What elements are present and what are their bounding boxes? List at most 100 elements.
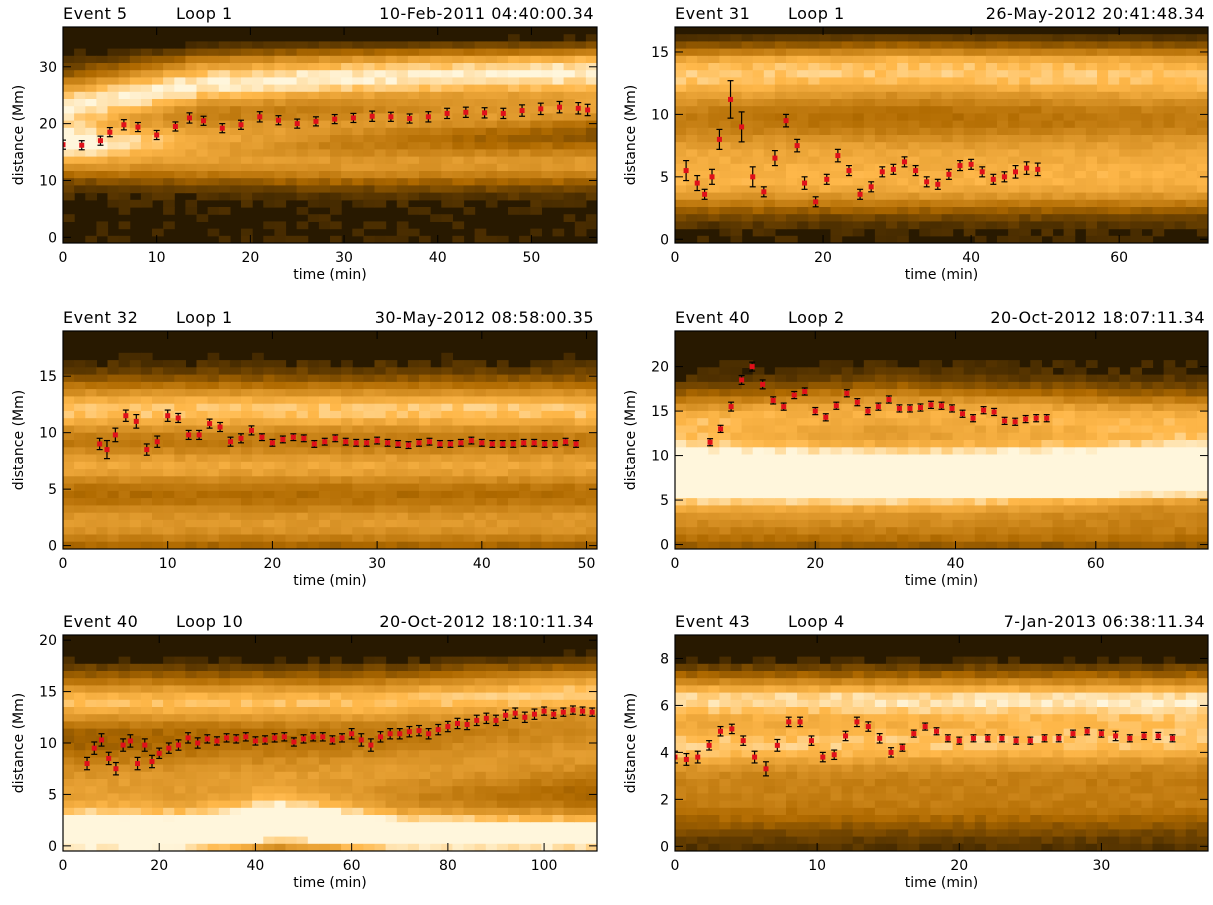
- data-point: [968, 161, 974, 167]
- y-axis-label: distance (Mm): [11, 85, 27, 185]
- data-point: [763, 766, 769, 772]
- data-point: [683, 168, 689, 174]
- data-point: [957, 163, 963, 169]
- y-tick-label: 10: [39, 736, 57, 752]
- data-point: [888, 749, 894, 755]
- data-point: [831, 752, 837, 758]
- data-point: [585, 107, 591, 113]
- data-point: [1070, 731, 1076, 737]
- data-point: [1023, 416, 1029, 422]
- x-axis-label: time (min): [293, 875, 366, 891]
- data-point: [791, 392, 797, 398]
- data-point: [896, 405, 902, 411]
- data-point: [503, 712, 509, 718]
- y-tick-label: 5: [660, 493, 669, 509]
- data-point: [981, 407, 987, 413]
- data-point: [1155, 733, 1161, 739]
- data-point: [135, 761, 141, 767]
- data-point: [879, 169, 885, 175]
- data-point: [120, 742, 126, 748]
- y-tick-label: 0: [660, 538, 669, 554]
- data-point: [219, 125, 225, 131]
- data-point: [761, 189, 767, 195]
- y-axis-label: distance (Mm): [623, 693, 639, 793]
- data-point: [783, 118, 789, 124]
- data-point: [368, 742, 374, 748]
- data-point: [808, 738, 814, 744]
- x-tick-label: 50: [578, 556, 596, 572]
- data-point: [542, 441, 548, 447]
- data-point: [416, 728, 422, 734]
- x-tick-label: 20: [241, 250, 259, 266]
- y-tick-label: 0: [48, 539, 57, 555]
- data-point: [675, 754, 678, 760]
- data-point: [482, 110, 488, 116]
- data-point: [98, 737, 104, 743]
- data-point: [374, 438, 380, 444]
- data-point: [694, 180, 700, 186]
- data-point: [214, 738, 220, 744]
- data-point: [854, 719, 860, 725]
- x-tick-label: 20: [263, 556, 281, 572]
- data-point: [1024, 165, 1030, 171]
- data-point: [275, 117, 281, 123]
- data-point: [802, 389, 808, 395]
- data-point: [946, 171, 952, 177]
- data-point: [425, 114, 431, 120]
- data-point: [493, 717, 499, 723]
- data-point: [454, 720, 460, 726]
- x-tick-label: 60: [343, 858, 361, 874]
- intensity-map: [63, 27, 597, 243]
- x-tick-label: 20: [150, 858, 168, 874]
- data-point: [243, 734, 249, 740]
- data-point: [999, 735, 1005, 741]
- x-tick-label: 10: [808, 858, 826, 874]
- x-tick-label: 0: [59, 556, 68, 572]
- data-point: [290, 434, 296, 440]
- data-point: [353, 440, 359, 446]
- data-point: [269, 440, 275, 446]
- data-point: [248, 427, 254, 433]
- data-point: [560, 709, 566, 715]
- data-point: [369, 113, 375, 119]
- data-point: [772, 155, 778, 161]
- x-tick-label: 30: [368, 556, 386, 572]
- data-point: [786, 719, 792, 725]
- x-tick-label: 0: [671, 858, 680, 874]
- data-series: [707, 361, 1050, 447]
- data-point: [702, 191, 708, 197]
- panel-timestamp: 10-Feb-2011 04:40:00.34: [379, 4, 594, 23]
- data-point: [740, 738, 746, 744]
- panel-loop-label: Loop 2: [788, 308, 845, 327]
- data-point: [934, 728, 940, 734]
- data-point: [1035, 166, 1041, 172]
- data-point: [985, 735, 991, 741]
- data-point: [464, 721, 470, 727]
- data-point: [924, 179, 930, 185]
- plot-frame: [674, 634, 1209, 852]
- data-point: [991, 409, 997, 415]
- data-point: [329, 737, 335, 743]
- data-point: [217, 424, 223, 430]
- intensity-map: [675, 331, 1208, 549]
- data-point: [406, 442, 412, 448]
- x-tick-label: 100: [531, 858, 558, 874]
- x-tick-label: 40: [947, 556, 965, 572]
- data-point: [570, 707, 576, 713]
- data-point: [113, 766, 119, 772]
- data-point: [121, 122, 127, 128]
- x-tick-label: 40: [473, 556, 491, 572]
- x-tick-label: 60: [1087, 556, 1105, 572]
- x-tick-label: 0: [59, 858, 68, 874]
- data-point: [707, 439, 713, 445]
- intensity-map: [675, 635, 1208, 851]
- data-point: [154, 132, 160, 138]
- x-tick-label: 10: [148, 250, 166, 266]
- chart-panel-4: 0 20 40 60 0 5 10 15 20 time (min) distance (Mm) Ev…: [623, 308, 1209, 589]
- chart-panel-5: 0 20 40 60 80 100 0 5 10 15 20 time (min) distance (…: [11, 612, 598, 891]
- data-point: [1027, 738, 1033, 744]
- data-point: [917, 405, 923, 411]
- data-point: [257, 114, 263, 120]
- panel-timestamp: 20-Oct-2012 18:07:11.34: [990, 308, 1205, 327]
